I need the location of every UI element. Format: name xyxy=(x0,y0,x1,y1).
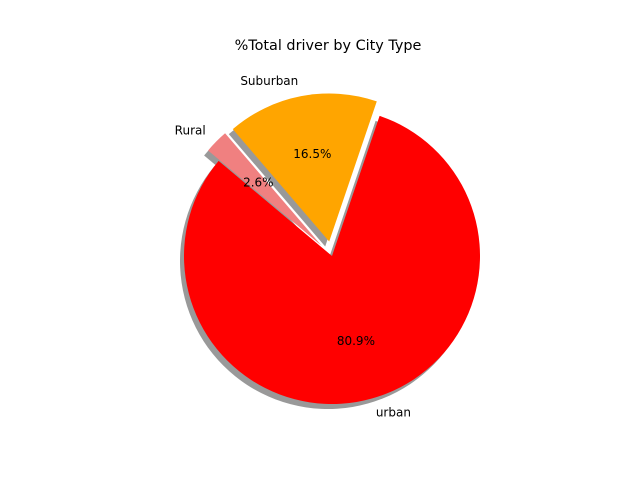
pct-label-rural: 2.6% xyxy=(243,176,274,190)
category-label-suburban: Suburban xyxy=(240,74,298,88)
category-label-rural: Rural xyxy=(175,124,206,138)
category-label-urban: urban xyxy=(376,405,411,419)
pie-labels: 80.9% urban 16.5% Suburban 2.6% Rural xyxy=(175,74,411,419)
pie-slice-rural xyxy=(208,133,322,246)
chart-title: %Total driver by City Type xyxy=(235,38,422,54)
pie-slice-suburban xyxy=(232,93,377,242)
pct-label-urban: 80.9% xyxy=(337,334,375,348)
pie-slice-urban xyxy=(184,115,480,405)
pct-label-suburban: 16.5% xyxy=(293,147,331,161)
pie-slices xyxy=(184,93,480,405)
